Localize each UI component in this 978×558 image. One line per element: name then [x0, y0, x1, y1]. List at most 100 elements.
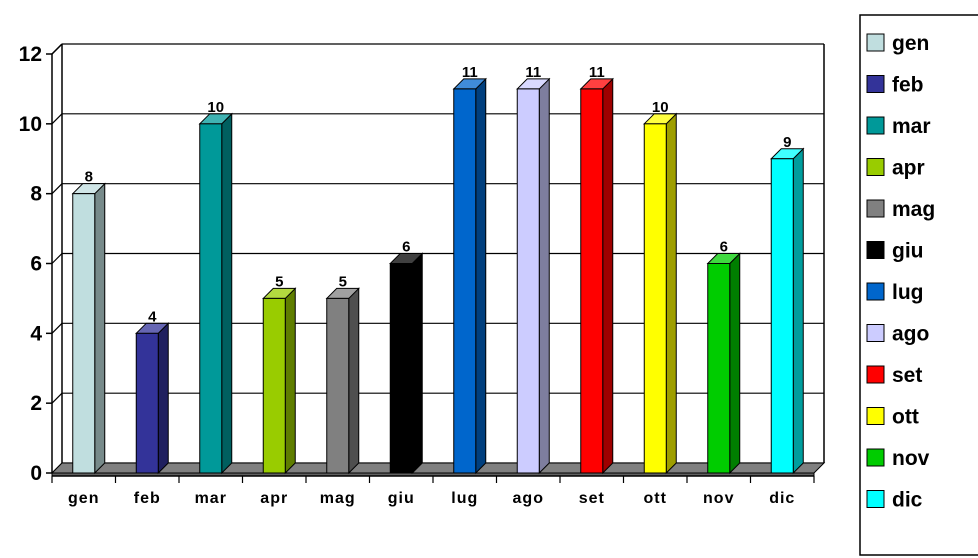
legend-swatch	[866, 199, 885, 218]
bar-front	[326, 297, 350, 474]
bars: 8 4 10 5 5 6 11 11 11 10 6 9	[71, 64, 805, 475]
legend-entry: dic	[892, 489, 923, 512]
legend-swatch	[866, 324, 885, 342]
x-tick-label: apr	[260, 490, 288, 507]
legend-entry: mag	[892, 198, 935, 221]
x-tick-label: dic	[769, 490, 795, 507]
bar	[770, 147, 805, 475]
bar	[198, 112, 233, 475]
legend-swatch	[866, 448, 885, 467]
bar-front	[770, 158, 794, 474]
legend-swatch	[866, 490, 885, 508]
bar-front	[643, 123, 667, 474]
data-label: 10	[652, 99, 669, 116]
data-label: 6	[402, 239, 410, 256]
legend-entry: nov	[892, 447, 930, 470]
legend-entry: gen	[892, 32, 929, 55]
legend-entry: lug	[892, 281, 924, 304]
legend-entry: ott	[892, 406, 919, 429]
gridline-side	[51, 183, 63, 195]
bar-front	[707, 263, 731, 474]
bar-front	[516, 88, 540, 474]
y-tick-label: 8	[30, 183, 42, 206]
bar	[325, 287, 360, 475]
legend-entry: set	[892, 364, 922, 387]
y-tick-label: 12	[19, 43, 42, 66]
bar-side	[602, 77, 614, 475]
bar-side	[157, 322, 169, 475]
bar-side	[538, 77, 550, 475]
data-label: 9	[783, 134, 791, 151]
data-label: 8	[85, 169, 93, 186]
data-label: 4	[148, 308, 157, 325]
bar-front	[199, 123, 223, 474]
data-label: 11	[525, 64, 541, 81]
bar	[516, 77, 551, 475]
gridline-side	[51, 113, 63, 125]
legend-swatch	[866, 407, 885, 425]
x-axis: gen feb mar apr mag giu lug ago set ott nov dic	[51, 475, 815, 507]
bar	[262, 287, 297, 475]
y-tick-label: 10	[19, 113, 42, 136]
gridline-side	[51, 322, 63, 334]
bar-front	[262, 297, 286, 474]
bar-front	[72, 193, 96, 474]
bar-side	[411, 252, 423, 475]
y-axis: 0 2 4 6 8 10 12	[19, 43, 52, 485]
y-tick-label: 2	[30, 392, 42, 415]
bar-front	[389, 263, 413, 474]
legend-entry: giu	[892, 240, 924, 263]
bar	[71, 182, 106, 475]
data-label: 11	[589, 64, 605, 81]
data-label: 5	[339, 273, 347, 290]
gridline-side	[51, 392, 63, 404]
bar	[706, 252, 741, 475]
bar-front	[135, 332, 159, 474]
bar	[135, 322, 170, 475]
x-tick-label: ago	[513, 490, 544, 507]
y-tick-label: 6	[30, 253, 42, 276]
y-tick-label: 4	[30, 322, 42, 345]
x-tick-label: set	[579, 490, 605, 507]
legend-swatch	[866, 116, 885, 135]
gridline-side	[51, 43, 63, 55]
data-label: 11	[462, 64, 478, 81]
bar-side	[475, 77, 487, 475]
bar-front	[580, 88, 604, 474]
x-tick-label: nov	[703, 490, 734, 507]
gridline-side	[51, 253, 63, 264]
x-tick-label: gen	[68, 490, 99, 507]
data-label: 6	[720, 239, 728, 256]
bar	[643, 112, 678, 475]
x-tick-label: ott	[644, 490, 667, 507]
legend-swatch	[866, 282, 885, 301]
bar	[389, 252, 424, 475]
bar	[452, 77, 487, 475]
legend-swatch	[866, 241, 885, 259]
bar-side	[665, 112, 677, 475]
legend-entry: apr	[892, 157, 925, 180]
bar	[579, 77, 614, 475]
bar-side	[792, 147, 804, 475]
bar-side	[284, 287, 296, 475]
bar-side	[221, 112, 233, 475]
bar-side	[348, 287, 360, 475]
x-tick-label: giu	[388, 490, 415, 507]
legend: gen feb mar apr mag giu lug ago set ott nov dic	[859, 14, 978, 556]
data-label: 10	[207, 99, 224, 116]
legend-swatch	[866, 75, 885, 93]
x-tick-label: mar	[195, 490, 227, 507]
legend-swatch	[866, 33, 885, 52]
bar-side	[729, 252, 741, 475]
x-tick-label: mag	[320, 490, 356, 507]
data-label: 5	[275, 273, 283, 290]
bar-front	[453, 88, 477, 474]
legend-entry: feb	[892, 74, 924, 97]
legend-swatch	[866, 158, 885, 176]
legend-entry: ago	[892, 323, 929, 346]
bar-side	[94, 182, 106, 475]
legend-entry: mar	[892, 115, 931, 138]
legend-swatch	[866, 365, 885, 384]
